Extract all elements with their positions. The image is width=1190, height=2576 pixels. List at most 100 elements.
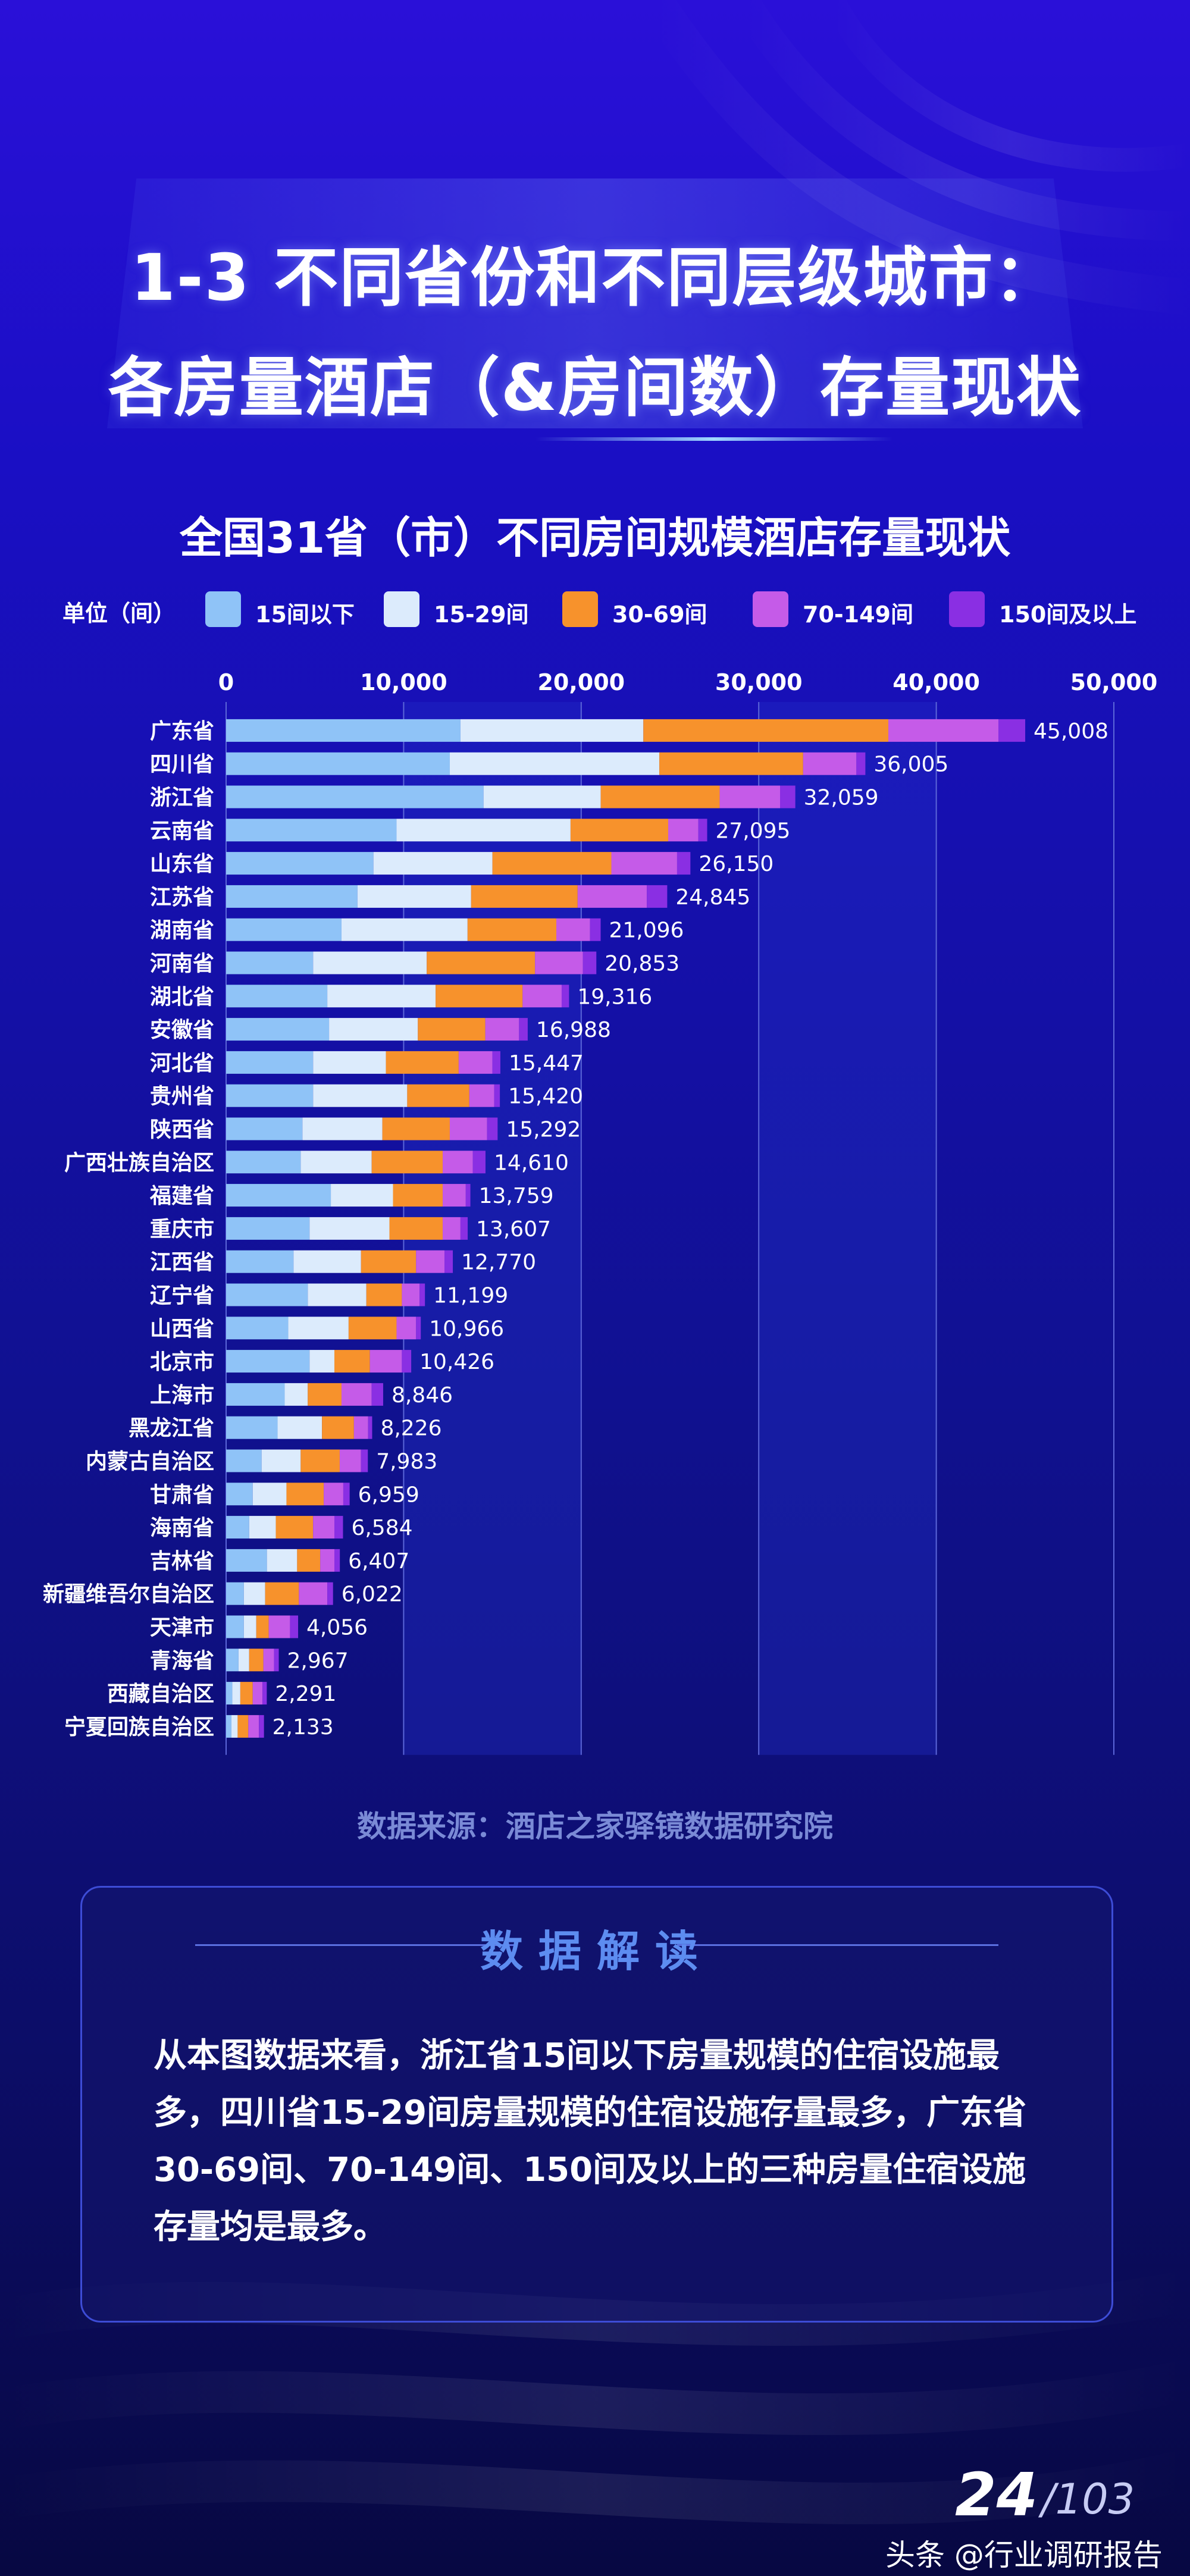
bar-segment [334,1549,340,1572]
bar-segment [226,752,450,775]
bar-segment [334,1516,343,1539]
title-glow-line [536,437,892,441]
page-title-line-1: 1-3 不同省份和不同层级城市： [130,241,1060,315]
bar-segment [535,951,583,974]
bar-segment [226,1449,262,1472]
bar-segment [226,1217,310,1240]
bar-segment [519,1018,528,1041]
x-tick-label: 20,000 [537,669,625,695]
bar-segment [373,852,493,875]
category-label: 湖南省 [150,919,214,943]
bar-segment [494,1084,500,1107]
bar-segment [469,1084,494,1107]
bar-segment [416,1250,445,1273]
bar-segment [252,1483,287,1506]
bar-segment [556,918,590,941]
bar-segment [284,1383,308,1406]
bar-segment [449,1117,487,1140]
total-label: 12,770 [461,1251,536,1275]
page-number-total: /103 [1041,2475,1135,2524]
bar-segment [460,719,644,742]
bar-segment [371,1383,383,1406]
bar-segment [329,1018,418,1041]
bar-segment [396,819,571,842]
bar-segment [389,1217,443,1240]
bar-segment [237,1715,249,1738]
bar-segment [386,1051,459,1074]
total-label: 15,292 [506,1118,581,1142]
total-label: 19,316 [577,985,652,1009]
data-reading-box: 数据解读 从本图数据来看，浙江省15间以下房量规模的住宿设施最多，四川省15-2… [80,1886,1113,2323]
bar-segment [419,1283,425,1306]
bar-segment [226,1117,303,1140]
bar-segment [226,1549,267,1572]
legend-unit-label: 单位（间） [62,600,176,626]
total-label: 27,095 [716,819,791,843]
bar-segment [313,1084,408,1107]
bar-segment [327,1582,333,1605]
bar-segment [357,885,471,908]
bar-segment [343,1483,350,1506]
category-label: 辽宁省 [150,1284,214,1308]
category-label: 北京市 [150,1349,214,1374]
bar-segment [226,1416,278,1439]
total-label: 26,150 [699,852,774,876]
bar-segment [485,1018,519,1041]
total-label: 2,291 [275,1682,336,1706]
chart-legend: 单位（间） 15间以下 15-29间 30-69间 70-149间 150间及以… [0,589,1190,631]
bar-segment [226,885,358,908]
bar-segment [668,819,699,842]
bar-segment [327,985,436,1008]
legend-label: 150间及以上 [999,601,1137,628]
bar-segment [368,1416,372,1439]
category-label: 湖北省 [150,985,214,1009]
bar-segment [275,1516,314,1539]
bar-segment [407,1084,469,1107]
bar-segment [240,1682,253,1705]
legend-swatch [384,591,419,627]
category-label: 天津市 [150,1616,214,1640]
bar-segment [348,1317,397,1340]
stacked-bar-chart: 0 10,000 20,000 30,000 40,000 50,000 广东省 45,008… [43,669,1157,1755]
bar-segment [300,1151,372,1174]
category-label: 甘肃省 [150,1483,214,1507]
watermark: 头条 @行业调研报告 [885,2538,1163,2572]
total-label: 6,959 [358,1483,419,1507]
total-label: 2,967 [287,1649,349,1673]
total-label: 10,966 [429,1317,504,1341]
bar-segment [436,985,523,1008]
bar-segment [443,1217,461,1240]
total-label: 6,407 [348,1549,409,1574]
category-label: 浙江省 [150,786,214,810]
total-label: 15,447 [509,1051,584,1076]
bar-segment [286,1483,324,1506]
bar-segment [361,1250,416,1273]
total-label: 4,056 [306,1616,368,1640]
bar-segment [458,1051,493,1074]
bar-segment [243,1582,265,1605]
total-label: 6,584 [351,1516,412,1540]
category-label: 河南省 [150,952,214,976]
bar-segment [226,1649,239,1672]
bar-segment [334,1350,370,1373]
bar-segment [324,1483,343,1506]
bar-segment [492,852,612,875]
x-tick-label: 40,000 [892,669,980,695]
bar-segment [226,852,374,875]
total-label: 21,096 [609,919,684,943]
category-label: 青海省 [150,1649,214,1673]
total-label: 15,420 [508,1085,583,1109]
legend-label: 30-69间 [612,601,707,628]
category-label: 山西省 [150,1317,214,1341]
bar-segment [402,1350,412,1373]
bar-segment [583,951,597,974]
category-label: 福建省 [149,1184,214,1208]
bar-segment [492,1051,500,1074]
total-label: 16,988 [536,1018,611,1042]
bar-segment [263,1649,274,1672]
reading-rule-right [677,1944,998,1946]
legend-label: 15间以下 [255,601,355,628]
bar-segment [226,1184,331,1207]
bar-segment [719,785,781,808]
bar-segment [460,1217,468,1240]
